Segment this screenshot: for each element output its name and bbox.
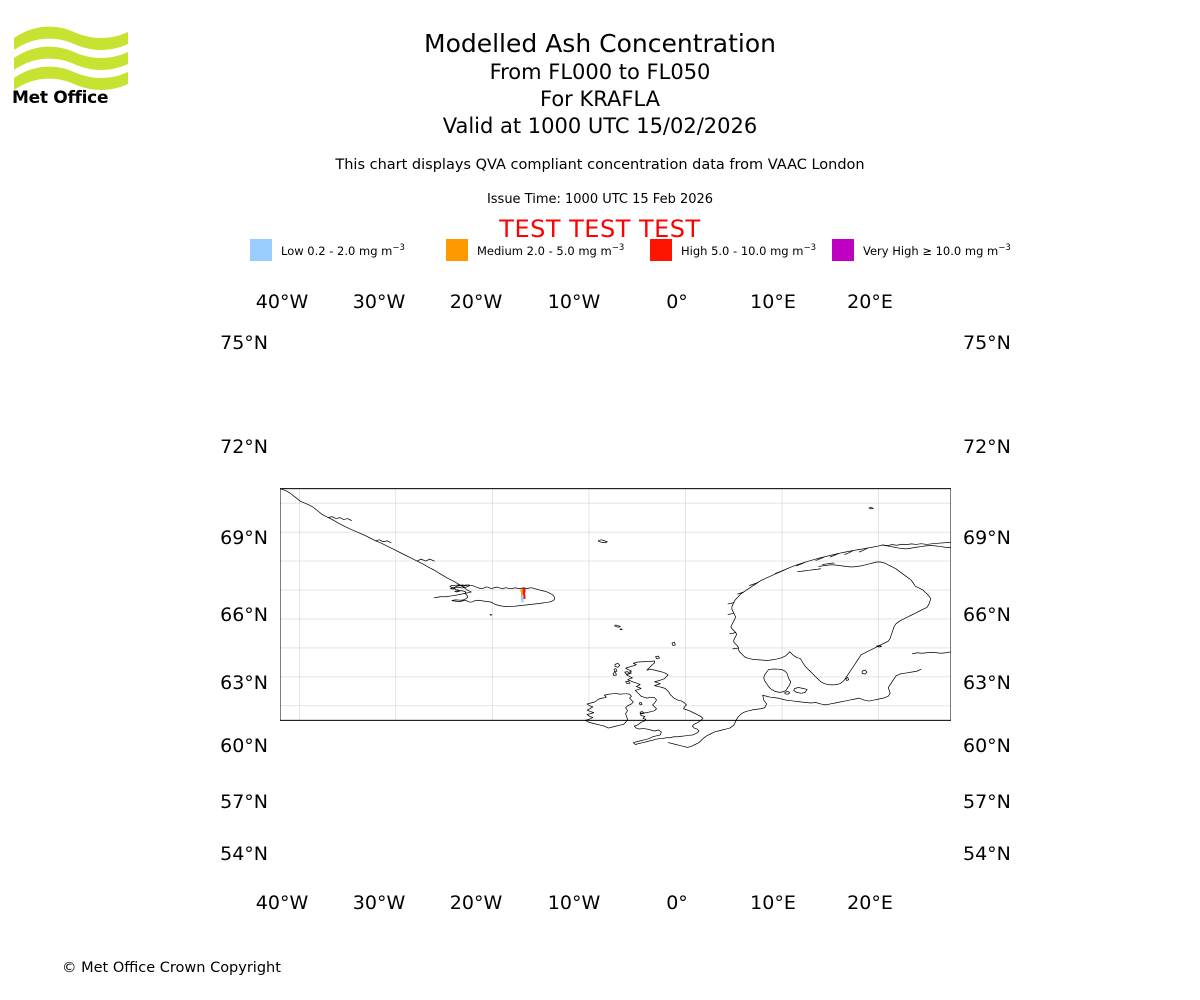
legend-item-2: High 5.0 - 10.0 mg m−3 [650, 239, 816, 261]
lon-tick-top-1: 30°W [352, 291, 406, 313]
lon-tick-top-6: 20°E [847, 291, 893, 313]
lon-tick-bottom-1: 30°W [352, 892, 406, 914]
lat-tick-left-4: 63°N [220, 672, 268, 694]
lon-tick-bottom-4: 0° [666, 892, 688, 914]
ash-cell-high-4 [522, 595, 526, 599]
concentration-legend: Low 0.2 - 2.0 mg m−3 Medium 2.0 - 5.0 mg … [250, 239, 1011, 261]
ash-cell-high-2 [522, 591, 526, 597]
ash-cell-high-0 [522, 588, 526, 593]
lon-tick-top-2: 20°W [449, 291, 503, 313]
ash-plume [520, 588, 526, 603]
lat-tick-left-6: 57°N [220, 791, 268, 813]
legend-swatch-1 [446, 239, 468, 261]
page-title: Modelled Ash Concentration [424, 29, 776, 58]
ash-cell-medium-3 [520, 592, 523, 596]
lat-tick-left-7: 54°N [220, 843, 268, 865]
legend-item-0: Low 0.2 - 2.0 mg m−3 [250, 239, 405, 261]
legend-label-2: High 5.0 - 10.0 mg m−3 [681, 242, 816, 258]
plot-frame [280, 488, 951, 721]
chart-title-block: Modelled Ash Concentration From FL000 to… [0, 28, 1200, 140]
lon-tick-top-0: 40°W [255, 291, 309, 313]
lat-tick-right-4: 63°N [963, 672, 1011, 694]
ash-cell-medium-1 [520, 588, 524, 593]
lat-tick-right-0: 75°N [963, 332, 1011, 354]
lat-tick-right-5: 60°N [963, 735, 1011, 757]
flight-level-range: From FL000 to FL050 [489, 60, 711, 84]
legend-swatch-3 [832, 239, 854, 261]
legend-item-1: Medium 2.0 - 5.0 mg m−3 [446, 239, 624, 261]
lon-tick-bottom-2: 20°W [449, 892, 503, 914]
lon-tick-bottom-3: 10°W [547, 892, 601, 914]
lat-tick-right-6: 57°N [963, 791, 1011, 813]
lat-tick-right-2: 69°N [963, 527, 1011, 549]
lat-tick-left-3: 66°N [220, 604, 268, 626]
legend-swatch-2 [650, 239, 672, 261]
test-banner: TEST TEST TEST [499, 215, 701, 243]
valid-time: Valid at 1000 UTC 15/02/2026 [442, 114, 758, 138]
lat-tick-left-0: 75°N [220, 332, 268, 354]
volcano-name: For KRAFLA [540, 87, 660, 111]
legend-swatch-0 [250, 239, 272, 261]
copyright-notice: © Met Office Crown Copyright [62, 960, 281, 976]
lat-tick-left-2: 69°N [220, 527, 268, 549]
lat-tick-right-1: 72°N [963, 436, 1011, 458]
legend-item-3: Very High ≥ 10.0 mg m−3 [832, 239, 1011, 261]
lat-tick-left-5: 60°N [220, 735, 268, 757]
lon-tick-top-5: 10°E [750, 291, 796, 313]
ash-cell-low-5 [520, 594, 524, 601]
lat-tick-right-7: 54°N [963, 843, 1011, 865]
map-plot-area [280, 321, 951, 888]
met-office-logo-text: Met Office [12, 88, 109, 108]
legend-label-3: Very High ≥ 10.0 mg m−3 [863, 242, 1011, 258]
ash-cell-low-6 [521, 599, 524, 603]
lat-tick-right-3: 66°N [963, 604, 1011, 626]
met-office-logo [14, 26, 128, 91]
legend-label-0: Low 0.2 - 2.0 mg m−3 [281, 242, 405, 258]
issue-time: Issue Time: 1000 UTC 15 Feb 2026 [486, 192, 714, 207]
lon-tick-bottom-6: 20°E [847, 892, 893, 914]
lon-tick-bottom-5: 10°E [750, 892, 796, 914]
graticule [280, 488, 951, 721]
coastlines [280, 488, 951, 748]
lon-tick-top-3: 10°W [547, 291, 601, 313]
lon-tick-bottom-0: 40°W [255, 892, 309, 914]
legend-label-1: Medium 2.0 - 5.0 mg m−3 [477, 242, 625, 258]
lat-tick-left-1: 72°N [220, 436, 268, 458]
lon-tick-top-4: 0° [666, 291, 688, 313]
qva-note: This chart displays QVA compliant concen… [335, 157, 865, 173]
